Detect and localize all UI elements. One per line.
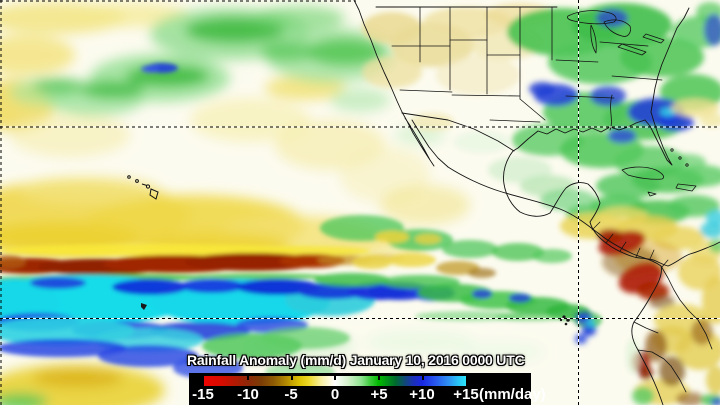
colorbar-tick-mark <box>422 374 424 380</box>
colorbar-tick-mark <box>334 374 336 380</box>
colorbar-tick-label: -5 <box>284 386 298 403</box>
us-mexico-border <box>401 112 515 152</box>
colorbar-tick-label: -15 <box>192 386 214 403</box>
colorbar-tick-label: +10 <box>409 386 435 403</box>
mexico-gulf-coast <box>503 150 551 217</box>
colorbar-legend: -15 -10 -5 0 +5 +10 +15 (mm/day) <box>189 373 546 405</box>
us-east-coast <box>650 7 690 113</box>
florida-peninsula <box>644 111 673 166</box>
legend-title: Rainfall Anomaly (mm/d) January 10, 2016… <box>187 352 525 368</box>
pacific-islands <box>127 175 570 326</box>
colorbar-tick-label: -10 <box>237 386 259 403</box>
central-america-borders <box>591 221 669 268</box>
kiritimati-island <box>141 303 147 310</box>
yucatan-peninsula <box>549 182 601 223</box>
colorbar-unit-label: (mm/day) <box>479 386 546 403</box>
central-america-caribbean-coast <box>589 221 669 267</box>
colorbar-tick-label: 0 <box>330 386 340 403</box>
colorbar-gradient <box>204 374 466 386</box>
galapagos-islands <box>559 315 570 326</box>
us-state-borders <box>391 6 663 131</box>
hawaiian-islands <box>127 175 159 200</box>
colorbar-tick-mark <box>378 374 380 380</box>
north-america-west-coast <box>353 0 403 113</box>
colorbar-tick-label: +5 <box>370 386 388 403</box>
colorbar-tick-label: +15 <box>453 386 479 403</box>
baja-peninsula <box>401 111 435 167</box>
colorbar-tick-mark <box>247 374 249 380</box>
south-america-borders <box>633 265 713 393</box>
colorbar-tick-mark <box>291 374 293 380</box>
equatorial-anomaly-bands <box>0 63 602 405</box>
south-america-north-coast <box>667 241 720 267</box>
great-lakes <box>566 10 665 56</box>
gulf-of-california-coast <box>411 119 449 168</box>
caribbean-islands <box>621 148 697 197</box>
